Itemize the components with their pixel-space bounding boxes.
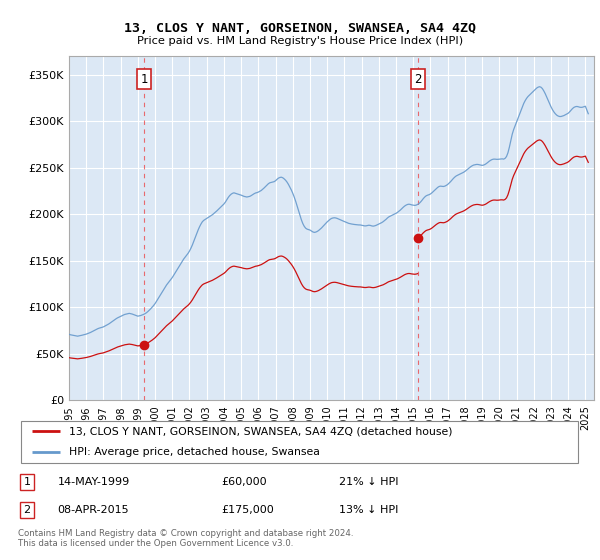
- Text: 13% ↓ HPI: 13% ↓ HPI: [340, 505, 399, 515]
- Text: 1: 1: [140, 73, 148, 86]
- Text: 2: 2: [23, 505, 31, 515]
- Text: 2: 2: [414, 73, 422, 86]
- Text: HPI: Average price, detached house, Swansea: HPI: Average price, detached house, Swan…: [69, 447, 320, 458]
- Text: 1: 1: [23, 477, 31, 487]
- Text: 21% ↓ HPI: 21% ↓ HPI: [340, 477, 399, 487]
- FancyBboxPatch shape: [21, 421, 578, 463]
- Text: 14-MAY-1999: 14-MAY-1999: [58, 477, 130, 487]
- Text: Price paid vs. HM Land Registry's House Price Index (HPI): Price paid vs. HM Land Registry's House …: [137, 36, 463, 46]
- Text: This data is licensed under the Open Government Licence v3.0.: This data is licensed under the Open Gov…: [18, 539, 293, 548]
- Text: 13, CLOS Y NANT, GORSEINON, SWANSEA, SA4 4ZQ: 13, CLOS Y NANT, GORSEINON, SWANSEA, SA4…: [124, 22, 476, 35]
- Text: £175,000: £175,000: [221, 505, 274, 515]
- Text: 13, CLOS Y NANT, GORSEINON, SWANSEA, SA4 4ZQ (detached house): 13, CLOS Y NANT, GORSEINON, SWANSEA, SA4…: [69, 426, 452, 436]
- Text: £60,000: £60,000: [221, 477, 266, 487]
- Text: Contains HM Land Registry data © Crown copyright and database right 2024.: Contains HM Land Registry data © Crown c…: [18, 529, 353, 538]
- Text: 08-APR-2015: 08-APR-2015: [58, 505, 129, 515]
